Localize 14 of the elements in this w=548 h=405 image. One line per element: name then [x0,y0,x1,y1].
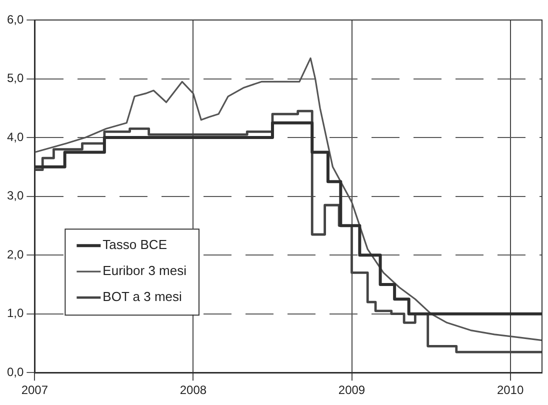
legend-label: BOT a 3 mesi [102,289,182,304]
y-tick-label: 0,0 [6,364,24,379]
y-tick-label: 4,0 [6,130,24,144]
x-tick-label: 2010 [496,383,524,398]
x-tick-label: 2007 [21,383,48,398]
y-tick-label: 2,0 [6,247,24,262]
y-tick-label: 6,0 [6,12,24,26]
y-tick-label: 5,0 [6,71,24,86]
y-tick-label: 3,0 [6,188,24,203]
legend-label: Euribor 3 mesi [102,263,187,278]
y-tick-label: 1,0 [6,306,24,320]
x-tick-label: 2009 [338,383,366,398]
x-tick-label: 2008 [180,383,207,398]
legend-label: Tasso BCE [102,237,168,252]
